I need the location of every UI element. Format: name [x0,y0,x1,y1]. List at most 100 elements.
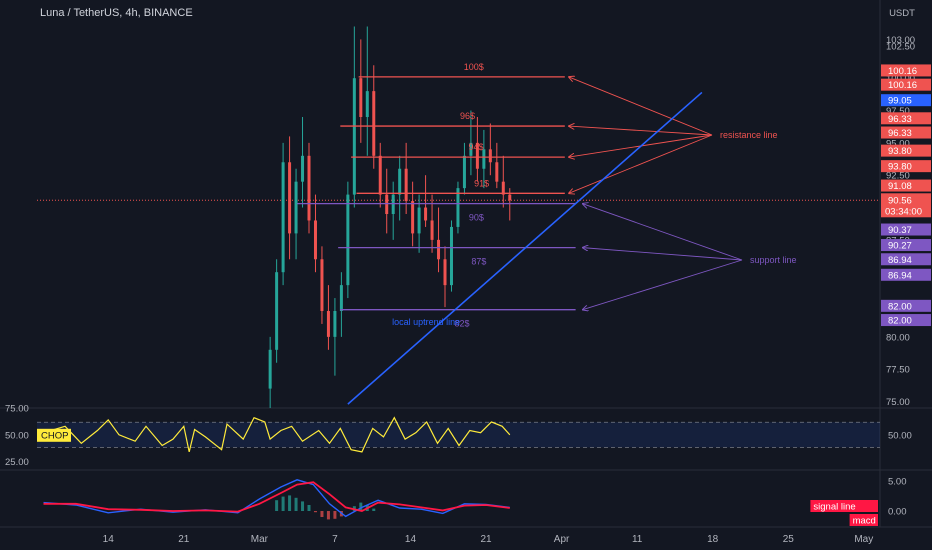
macd-legend-label: signal line [813,502,855,513]
price-label-text: 99.05 [888,96,912,107]
time-tick-label: 18 [707,534,719,545]
candle-body [268,349,272,389]
candle-body [326,311,330,337]
pane-separators [0,0,932,528]
chop-line [43,416,511,453]
macd-histogram-bar [313,511,317,513]
candle-body [456,188,460,227]
price-label-box [881,144,931,157]
chart-title: Luna / TetherUS, 4h, BINANCE [40,7,193,19]
price-tick-label: 97.50 [886,106,910,117]
candle-body [281,162,285,273]
macd-legend-label: macd [853,516,876,527]
resistance-label: 91$ [474,178,489,188]
macd-histogram-bar [294,497,298,511]
time-tick-label: 21 [178,534,190,545]
candle-body [462,155,466,189]
uptrend-annotation: local uptrend line [392,317,460,327]
candle-body [372,91,376,156]
price-label-text: 82.00 [888,316,912,327]
candle-body [404,168,408,202]
currency-label: USDT [889,8,915,19]
macd-histogram-bar [281,496,285,511]
support-levels: 90$ 87$ 82$ support line [297,204,797,329]
chop-tick-label: 50.00 [5,430,29,441]
price-label-box [881,239,931,252]
macd-legend-box [810,500,878,512]
time-tick-label: 25 [783,534,795,545]
macd-legend-box [849,514,878,526]
price-label-box [881,94,931,107]
candle-body [469,142,473,156]
price-axis: USDT103.00102.50100.0097.5095.0092.5090.… [881,8,931,408]
current-price-text: 90.56 [888,195,912,206]
price-label-box [881,299,931,312]
price-tick-label: 92.50 [886,171,910,182]
time-tick-label: 14 [103,534,115,545]
candle-body [313,220,317,260]
candle-body [501,181,505,195]
candle-body [482,149,486,169]
chop-value: 50.00 [888,430,912,441]
candle-body [346,194,350,286]
chop-legend-box [37,428,71,442]
candle-body [411,201,415,234]
candle-body [365,91,369,117]
price-label-box [881,223,931,236]
price-label-text: 86.94 [888,255,912,266]
resistance-label: 100$ [464,62,484,72]
price-label-text: 86.94 [888,270,912,281]
price-label-box [881,268,931,281]
macd-tick-label: 5.00 [888,477,907,488]
time-tick-label: 7 [332,534,338,545]
price-label-box [881,160,931,173]
macd-histogram-bar [326,511,330,520]
resistance-levels: 100$ 96$ 94$ 91$ resistance line [340,62,778,193]
candle-body [475,142,479,169]
time-tick-label: 21 [480,534,492,545]
price-tick-label: 77.50 [886,365,910,376]
candle-body [275,272,279,350]
candle-body [339,285,343,311]
price-label-box [881,314,931,327]
price-label-text: 100.16 [888,80,917,91]
candle-body [488,149,492,163]
price-tick-label: 103.00 [886,35,915,46]
candle-body [307,155,311,221]
time-tick-label: 14 [405,534,417,545]
current-price-box [881,193,931,218]
chop-tick-label: 75.00 [5,404,29,415]
uptrend-line [347,91,703,405]
price-tick-label: 102.50 [886,41,915,52]
price-label-box [881,253,931,266]
candle-body [424,207,428,221]
macd-histogram-bar [359,502,363,511]
candle-body [398,168,402,195]
price-tick-label: 75.00 [886,397,910,408]
chop-legend-label: CHOP [41,430,68,441]
candle-body [320,259,324,311]
price-label-text: 96.33 [888,114,912,125]
price-tick-label: 95.00 [886,138,910,149]
price-tick-label: 80.00 [886,332,910,343]
resistance-label: 96$ [460,111,475,121]
price-label-text: 91.08 [888,181,912,192]
time-axis: 14 21 Mar 7 14 21 Apr 11 18 25 May [103,534,874,545]
price-label-box [881,179,931,192]
resistance-annotation: resistance line [720,130,778,140]
resistance-arrow [569,77,713,136]
support-label: 82$ [454,319,469,329]
candles [268,26,512,408]
macd-histogram-bar [275,500,279,511]
support-label: 90$ [469,213,484,223]
macd-histogram-bar [288,495,292,511]
price-label-box [881,112,931,125]
price-label-box [881,126,931,139]
macd-axis: 5.00 0.00 signal line macd [810,477,907,527]
signal-line-series [43,481,510,513]
price-label-text: 90.27 [888,241,912,252]
candle-body [301,155,305,182]
support-arrow [583,248,743,261]
